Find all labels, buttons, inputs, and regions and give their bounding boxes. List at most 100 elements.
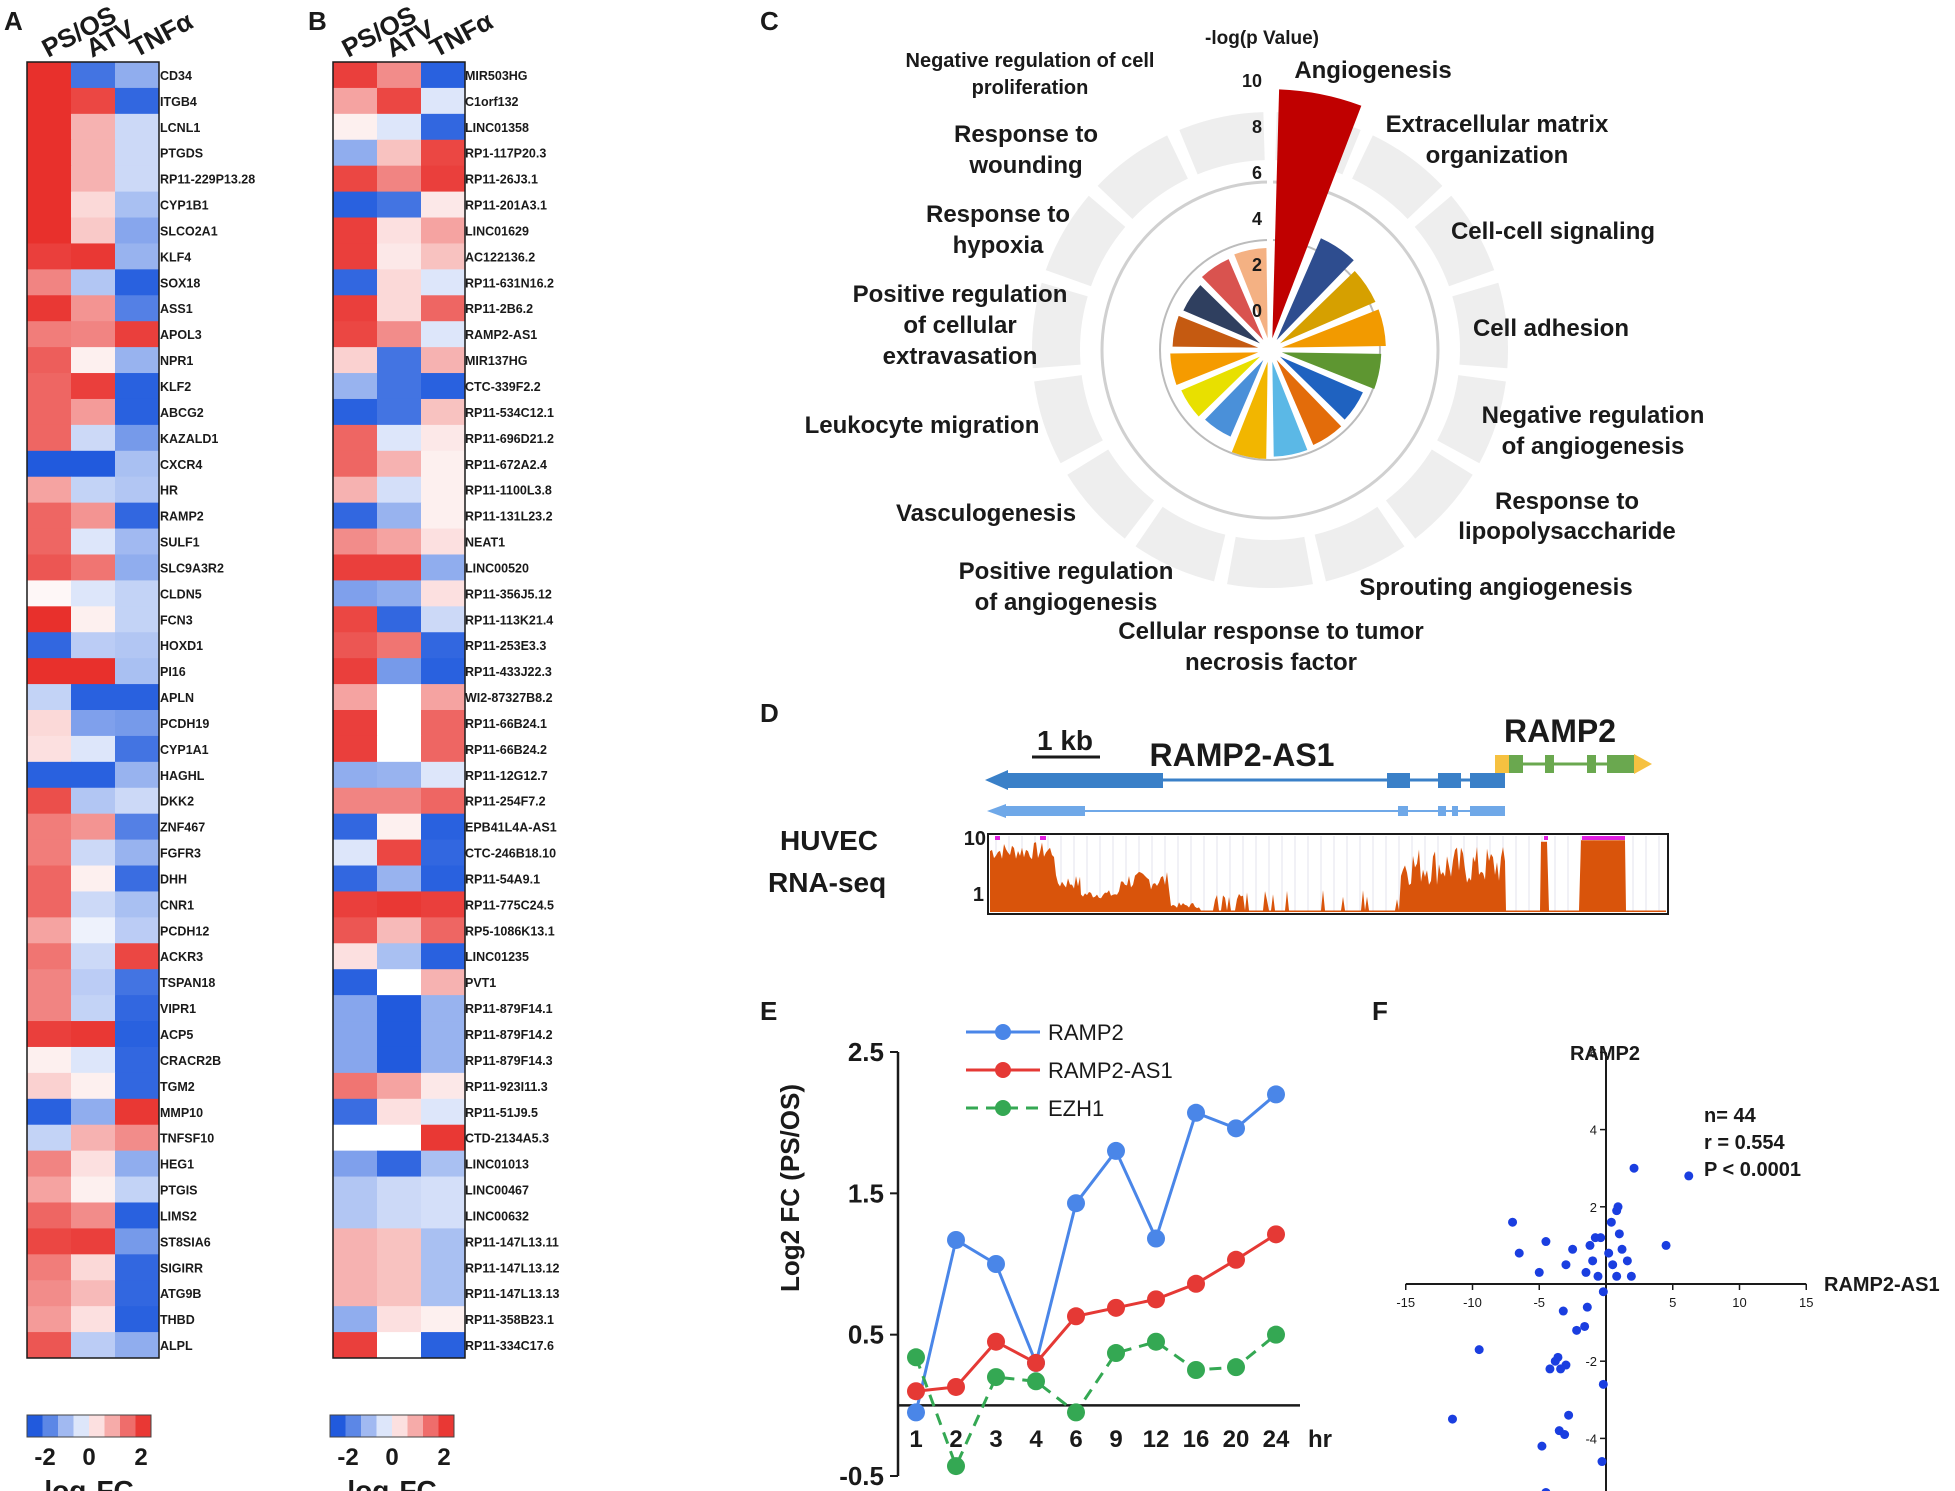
gene-label: RP11-54A9.1	[465, 872, 540, 886]
heatmap-cell	[333, 632, 378, 659]
gene-label: TNFSF10	[160, 1132, 214, 1146]
heatmap-cell	[333, 398, 378, 426]
rnaseq-coverage	[990, 836, 1666, 912]
f-point	[1593, 1271, 1603, 1281]
gene-label: RP11-254F7.2	[465, 795, 546, 809]
radial-tick-label: 2	[1252, 255, 1262, 275]
heatmap-cell	[27, 1176, 72, 1203]
e-legend-label: RAMP2	[1048, 1020, 1124, 1045]
heatmap-cell	[27, 373, 72, 400]
heatmap-cell	[421, 139, 466, 167]
enrichment-bar	[1276, 359, 1342, 445]
f-x-tick-label: -10	[1463, 1295, 1482, 1310]
heatmap-cell	[421, 1176, 466, 1203]
heatmap-cell	[377, 165, 422, 193]
gene-label: APLN	[160, 691, 194, 705]
heatmap-cell	[421, 87, 466, 115]
heatmap-cell	[115, 295, 160, 322]
gene-label: KAZALD1	[160, 432, 218, 446]
e-point-ramp2-as1	[1227, 1250, 1245, 1269]
column-label: TNFα	[125, 6, 198, 64]
gene-label: RP11-147L13.13	[465, 1287, 560, 1301]
e-point-ramp2-as1	[1267, 1225, 1285, 1244]
heatmap-cell	[27, 1254, 72, 1281]
f-y-tick-label: -4	[1585, 1431, 1597, 1446]
ramp2-direction-arrow	[1634, 754, 1652, 774]
f-point	[1561, 1260, 1571, 1270]
f-point	[1604, 1248, 1614, 1258]
heatmap-cell	[115, 321, 160, 348]
gene-label: RP11-12G12.7	[465, 769, 548, 783]
gene-label: RP11-631N16.2	[465, 276, 554, 290]
heatmap-cell	[421, 710, 466, 737]
e-point-ramp2	[987, 1255, 1005, 1273]
f-point	[1556, 1364, 1566, 1374]
heatmap-cell	[115, 865, 160, 892]
e-legend-marker	[995, 1062, 1011, 1078]
heatmap-cell	[421, 476, 466, 504]
heatmap-cell	[421, 243, 466, 270]
heatmap-cell	[377, 1021, 422, 1048]
heatmap-cell	[71, 424, 116, 452]
heatmap-cell	[377, 295, 422, 322]
heatmap-cell	[377, 1046, 422, 1074]
heatmap-cell	[115, 606, 160, 633]
heatmap-cell	[27, 243, 72, 270]
gene-label: CTC-339F2.2	[465, 380, 541, 394]
heatmap-cell	[71, 398, 116, 426]
track-ymin: 1	[973, 884, 984, 906]
heatmap-cell	[115, 891, 160, 918]
heatmap-cell	[71, 813, 116, 841]
term-label-angiogenesis: Angiogenesis	[1294, 57, 1451, 84]
gene-label: RP11-113K21.4	[465, 613, 553, 627]
gene-label: ASS1	[160, 302, 193, 316]
gene-label: RP11-229P13.28	[160, 173, 255, 187]
heatmap-cell	[421, 62, 466, 89]
heatmap-cell	[377, 1124, 422, 1152]
e-y-tick-label: 0.5	[848, 1320, 884, 1350]
heatmap-cell	[421, 1124, 466, 1152]
f-point	[1550, 1356, 1560, 1366]
e-ylabel: Log2 FC (PS/OS)	[775, 1084, 805, 1292]
f-point	[1612, 1271, 1622, 1281]
gene-label: TSPAN18	[160, 976, 215, 990]
colorbar-swatch	[73, 1415, 90, 1437]
heatmap-cell	[333, 813, 378, 841]
e-point-ezh1	[1187, 1361, 1205, 1379]
gene-label: RP11-1100L3.8	[465, 484, 552, 498]
heatmap-cell	[421, 502, 466, 530]
colorbar-swatch	[58, 1415, 74, 1437]
heatmap-cell	[27, 1306, 72, 1333]
panel-letter-b: B	[308, 6, 327, 36]
f-point	[1581, 1267, 1591, 1277]
heatmap-cell	[71, 321, 116, 348]
colorbar-swatch	[361, 1415, 377, 1437]
enrichment-bar	[1281, 309, 1386, 348]
heatmap-cell	[333, 113, 378, 141]
gene-label: C1orf132	[465, 95, 519, 109]
gene-label: CD34	[160, 69, 192, 83]
e-point-ezh1	[907, 1348, 925, 1367]
heatmap-cell	[377, 813, 422, 841]
heatmap-cell	[421, 787, 466, 815]
heatmap-cell	[27, 658, 72, 685]
gene-label: RP11-26J3.1	[465, 173, 538, 187]
heatmap-cell	[421, 813, 466, 841]
term-label-tnf-2: necrosis factor	[1185, 649, 1357, 676]
e-point-ramp2-as1	[947, 1377, 965, 1396]
heatmap-b: PS/OSATVTNFαMIR503HGC1orf132LINC01358RP1…	[329, 0, 560, 1491]
heatmap-cell	[115, 684, 160, 711]
gene-label: PTGIS	[160, 1184, 198, 1198]
heatmap-cell	[27, 62, 72, 89]
gene-label: SULF1	[160, 536, 200, 550]
colorbar-swatch	[407, 1415, 424, 1437]
gene-label: SLC9A3R2	[160, 561, 224, 575]
heatmap-cell	[115, 735, 160, 763]
heatmap-cell	[115, 62, 160, 89]
e-x-tick-label: 3	[989, 1426, 1002, 1453]
heatmap-cell	[421, 450, 466, 478]
enrichment-bar	[1231, 361, 1268, 459]
heatmap-cell	[333, 787, 378, 815]
heatmap-cell	[27, 891, 72, 918]
e-series-line-ramp2	[914, 1093, 1277, 1413]
